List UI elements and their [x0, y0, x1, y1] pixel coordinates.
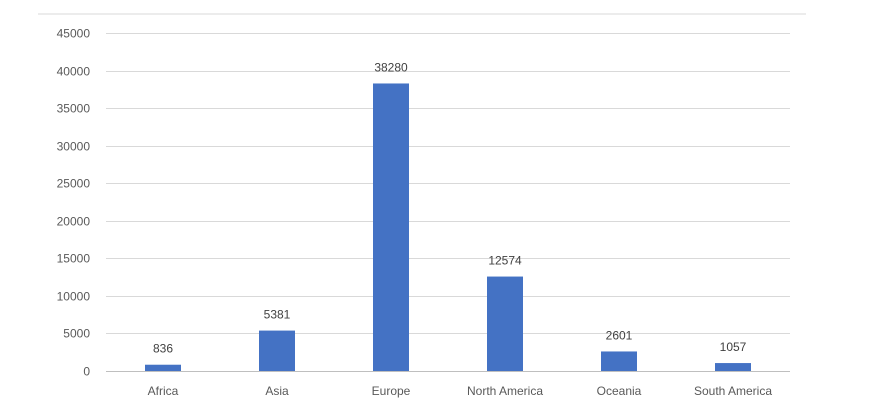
data-label: 836	[153, 342, 173, 356]
x-tick-label: Oceania	[597, 384, 642, 398]
y-tick-label: 20000	[57, 215, 91, 229]
y-tick-label: 0	[83, 365, 90, 379]
gridlines	[106, 33, 790, 334]
data-label: 5381	[264, 308, 291, 322]
x-tick-label: North America	[467, 384, 543, 398]
x-tick-label: South America	[694, 384, 772, 398]
y-tick-label: 25000	[57, 177, 91, 191]
y-tick-label: 10000	[57, 290, 91, 304]
bar-africa	[145, 364, 181, 371]
y-tick-label: 45000	[57, 27, 91, 41]
y-axis: 0 5000 10000 15000 20000 25000 30000 35000 40000…	[57, 27, 91, 379]
y-tick-label: 30000	[57, 140, 91, 154]
data-label: 1057	[720, 340, 747, 354]
y-tick-label: 40000	[57, 65, 91, 79]
x-tick-label: Africa	[148, 384, 179, 398]
y-tick-label: 15000	[57, 252, 91, 266]
bar-europe	[373, 83, 409, 371]
bar-asia	[259, 330, 295, 371]
x-tick-label: Europe	[372, 384, 411, 398]
x-tick-label: Asia	[265, 384, 289, 398]
data-label: 2601	[606, 328, 633, 342]
bar-oceania	[601, 351, 637, 371]
x-axis: Africa Asia Europe North America Oceania Sout…	[106, 371, 790, 398]
data-labels: 836 5381 38280 12574 2601 1057	[153, 60, 747, 355]
y-tick-label: 5000	[63, 327, 90, 341]
y-tick-label: 35000	[57, 102, 91, 116]
bar-north-america	[487, 276, 523, 371]
data-label: 38280	[374, 60, 408, 74]
bar-south-america	[715, 363, 751, 371]
bars	[145, 83, 751, 371]
data-label: 12574	[488, 254, 522, 268]
